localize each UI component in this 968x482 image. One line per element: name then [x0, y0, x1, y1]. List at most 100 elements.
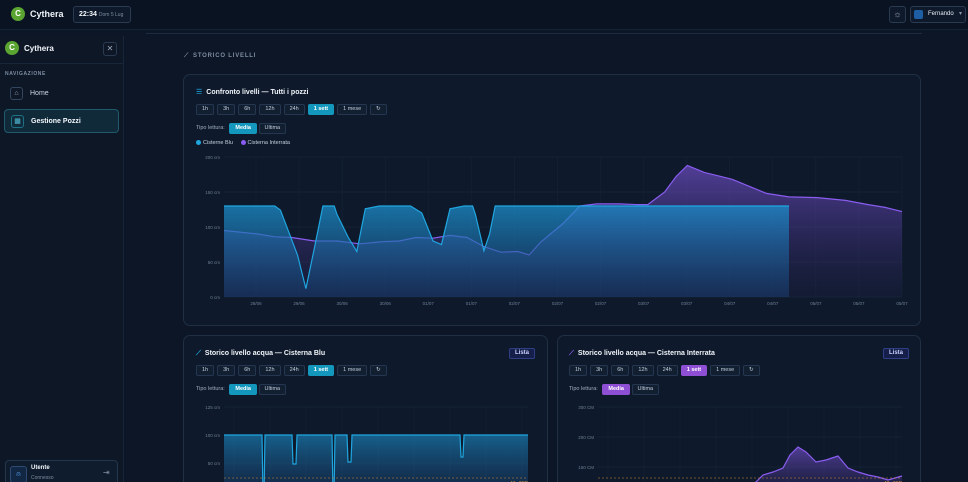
x-tick-label: 30/06 — [337, 301, 349, 306]
range-button-1-mese[interactable]: 1 mese — [710, 365, 741, 376]
refresh-icon[interactable]: ↻ — [743, 365, 760, 376]
comparison-range-buttons: 1h 3h 6h 12h 24h 1 sett 1 mese ↻ — [196, 104, 387, 115]
range-button-24h[interactable]: 24h — [283, 104, 305, 115]
blu-range-buttons: 1h 3h 6h 12h 24h 1 sett 1 mese ↻ — [196, 365, 387, 376]
chevron-down-icon: ▾ — [958, 11, 962, 17]
close-icon: ✕ — [106, 44, 114, 53]
x-tick-label: 03/07 — [681, 301, 693, 306]
x-tick-label: 02/07 — [595, 301, 607, 306]
read-type-ultima-button[interactable]: Ultima — [631, 384, 660, 395]
y-tick-label: 100 cm — [205, 225, 220, 230]
blu-card: ⟋ Storico livello acqua — Cisterna Blu Li… — [183, 335, 548, 482]
comparison-title: ☰ Confronto livelli — Tutti i pozzi — [196, 88, 308, 96]
range-button-12h[interactable]: 12h — [259, 365, 281, 376]
range-button-6h[interactable]: 6h — [238, 104, 257, 115]
y-tick-label: 50 cm — [208, 461, 221, 466]
logout-icon[interactable]: ⇥ — [103, 468, 110, 477]
interrata-chart[interactable]: 300 CM 200 CM 150 CM 47 - 0CR — [558, 400, 920, 482]
range-button-1-sett[interactable]: 1 sett — [307, 104, 335, 115]
x-tick-label: 30/06 — [380, 301, 392, 306]
sidebar-item-gestione-pozzi[interactable]: ▦ Gestione Pozzi — [4, 109, 119, 133]
sidebar-user-status: Connesso — [31, 475, 54, 481]
x-tick-label: 05/07 — [810, 301, 822, 306]
close-sidebar-button[interactable]: ✕ — [103, 42, 117, 56]
range-button-24h[interactable]: 24h — [283, 365, 305, 376]
range-button-1h[interactable]: 1h — [196, 365, 215, 376]
range-button-12h[interactable]: 12h — [632, 365, 654, 376]
read-type-ultima-button[interactable]: Ultima — [258, 123, 287, 134]
blu-series-area — [224, 206, 789, 297]
refresh-icon[interactable]: ↻ — [370, 104, 387, 115]
range-button-1-sett[interactable]: 1 sett — [307, 365, 335, 376]
x-tick-label: 05/07 — [896, 301, 908, 306]
theme-toggle-button[interactable]: ☼ — [889, 6, 906, 23]
blu-list-button[interactable]: Lista — [509, 348, 536, 359]
chart-line-icon: ⟋ — [569, 350, 574, 357]
app-logo-icon: C — [11, 7, 25, 21]
threshold-label: 47 - 0CR — [884, 480, 903, 482]
range-button-3h[interactable]: 3h — [217, 365, 236, 376]
interrata-series-area — [756, 447, 902, 482]
x-tick-label: 02/07 — [552, 301, 564, 306]
read-type-media-button[interactable]: Media — [602, 384, 630, 395]
sidebar-divider — [0, 63, 124, 64]
read-type-label: Tipo lettura: — [196, 385, 225, 392]
read-type-ultima-button[interactable]: Ultima — [258, 384, 287, 395]
blu-chart[interactable]: 125 cm 100 cm 50 cm 47 - 0CR — [184, 400, 547, 482]
range-button-6h[interactable]: 6h — [238, 365, 257, 376]
x-tick-label: 02/07 — [509, 301, 521, 306]
range-button-1-mese[interactable]: 1 mese — [337, 104, 368, 115]
sun-icon: ☼ — [893, 9, 902, 19]
sidebar-user-card: ⍝ Utente Connesso ⇥ — [5, 460, 118, 482]
x-tick-label: 01/07 — [423, 301, 435, 306]
range-button-3h[interactable]: 3h — [217, 104, 236, 115]
comparison-legend: Cisterne Blu Cisterna Interrata — [196, 140, 296, 146]
comparison-title-text: Confronto livelli — Tutti i pozzi — [206, 89, 309, 96]
y-tick-label: 50 cm — [208, 260, 221, 265]
range-button-3h[interactable]: 3h — [590, 365, 609, 376]
range-button-6h[interactable]: 6h — [611, 365, 630, 376]
comparison-chart[interactable]: 200 cm 150 cm 100 cm 50 cm 0 cm 28/06 29/06 30/… — [184, 149, 920, 327]
x-tick-label: 04/07 — [767, 301, 779, 306]
range-button-1h[interactable]: 1h — [569, 365, 588, 376]
sidebar-logo-icon: C — [5, 41, 19, 55]
x-tick-label: 28/06 — [250, 301, 262, 306]
range-button-1h[interactable]: 1h — [196, 104, 215, 115]
x-tick-label: 05/07 — [853, 301, 865, 306]
read-type-media-button[interactable]: Media — [229, 123, 257, 134]
sidebar: C Cythera ✕ NAVIGAZIONE ⌂ Home ▦ Gestion… — [0, 36, 124, 482]
interrata-list-button[interactable]: Lista — [883, 348, 910, 359]
sidebar-item-home[interactable]: ⌂ Home — [4, 82, 119, 106]
chart-line-icon: ⟋ — [196, 350, 201, 357]
read-type-label: Tipo lettura: — [569, 385, 598, 392]
legend-item-blu[interactable]: Cisterne Blu — [196, 140, 233, 146]
range-button-1-mese[interactable]: 1 mese — [337, 365, 368, 376]
read-type-media-button[interactable]: Media — [229, 384, 257, 395]
y-tick-label: 0 cm — [210, 295, 220, 300]
list-icon: ☰ — [196, 89, 203, 96]
interrata-read-type: Tipo lettura: Media Ultima — [569, 384, 660, 395]
interrata-title: ⟋ Storico livello acqua — Cisterna Interr… — [569, 350, 715, 358]
legend-dot — [240, 140, 246, 146]
section-title: ⟋ STORICO LIVELLI — [184, 53, 256, 60]
y-tick-label: 150 cm — [205, 190, 220, 195]
clock-widget: 22:34 Dom 5 Lug — [73, 6, 131, 23]
threshold-label: 47 - 0CR — [510, 480, 529, 482]
blu-series-area — [224, 435, 528, 482]
user-menu-button[interactable]: Fernando ▾ — [910, 6, 966, 23]
section-title-text: STORICO LIVELLI — [193, 53, 257, 59]
y-tick-label: 300 CM — [578, 405, 594, 410]
range-button-12h[interactable]: 12h — [259, 104, 281, 115]
refresh-icon[interactable]: ↻ — [370, 365, 387, 376]
legend-item-interrata[interactable]: Cisterna Interrata — [240, 140, 290, 146]
legend-dot — [196, 140, 201, 146]
x-tick-label: 04/07 — [724, 301, 736, 306]
y-tick-label: 200 cm — [205, 155, 220, 160]
read-type-label: Tipo lettura: — [196, 124, 225, 131]
interrata-title-text: Storico livello acqua — Cisterna Interra… — [577, 350, 715, 357]
legend-label: Cisterne Blu — [203, 140, 233, 146]
range-button-24h[interactable]: 24h — [656, 365, 678, 376]
range-button-1-sett[interactable]: 1 sett — [680, 365, 708, 376]
interrata-card: ⟋ Storico livello acqua — Cisterna Interr… — [557, 335, 921, 482]
